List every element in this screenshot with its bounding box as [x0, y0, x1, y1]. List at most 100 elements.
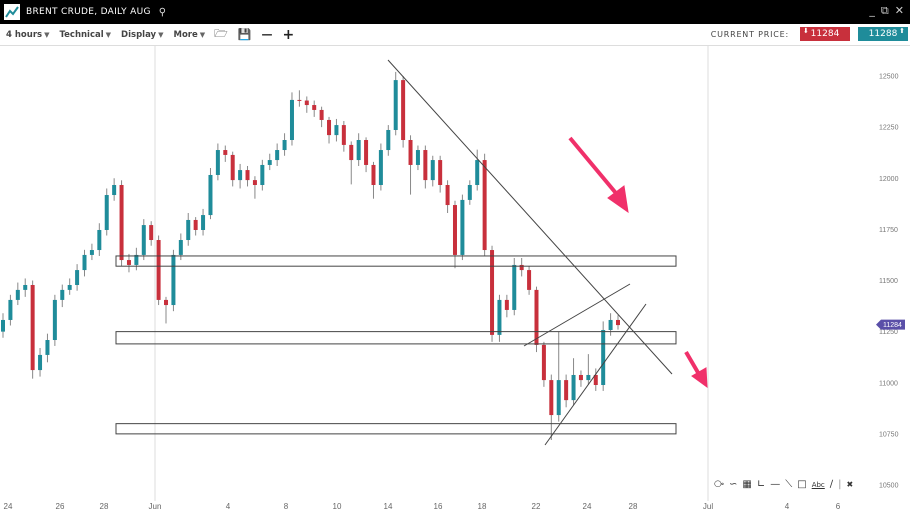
- candle: [289, 92, 294, 146]
- support-resistance-zone: [115, 331, 677, 345]
- folder-open-icon[interactable]: 🗁: [214, 27, 228, 40]
- technical-dropdown[interactable]: Technical ▼: [59, 30, 111, 40]
- candle: [201, 208, 206, 236]
- x-tick-label: 8: [284, 502, 289, 511]
- candle-body: [297, 99, 302, 101]
- annotation-arrow: [568, 136, 629, 214]
- title-bar: BRENT CRUDE, DAILY AUG ⚲ _ ⧉ ✕: [0, 0, 910, 24]
- zoom-out-icon[interactable]: —: [261, 28, 273, 41]
- candle-body: [408, 140, 413, 165]
- candle: [193, 217, 198, 236]
- y-tick-label: 11750: [879, 227, 898, 234]
- chevron-down-icon: ▼: [105, 30, 112, 39]
- candle-body: [134, 254, 139, 265]
- annotation-arrow: [684, 350, 708, 389]
- candle-body: [327, 119, 332, 136]
- curve-icon[interactable]: ∽: [729, 479, 738, 490]
- candle: [504, 294, 509, 318]
- candle-body: [512, 264, 517, 310]
- candle: [467, 180, 472, 205]
- candle-body: [67, 284, 72, 290]
- buy-price-button[interactable]: 11288 ⬆: [858, 27, 908, 41]
- current-price-label: CURRENT PRICE:: [710, 30, 789, 39]
- text-tool-icon[interactable]: Abc: [811, 480, 825, 489]
- save-icon[interactable]: 💾: [237, 28, 252, 41]
- candle-body: [52, 299, 57, 341]
- trend-line-icon[interactable]: ⟍: [785, 479, 793, 490]
- candle-body: [490, 250, 495, 335]
- candle: [378, 143, 383, 191]
- y-tick-label: 11000: [879, 380, 898, 387]
- candle-body: [193, 219, 198, 230]
- candle: [208, 168, 213, 220]
- candle-body: [141, 225, 146, 255]
- candle-body: [527, 270, 532, 290]
- close-icon[interactable]: ✕: [894, 4, 904, 17]
- candle-body: [252, 180, 257, 185]
- x-tick-label: 10: [333, 502, 342, 511]
- candle-body: [82, 254, 87, 271]
- candle: [386, 125, 391, 156]
- fibonacci-icon[interactable]: ▦: [742, 479, 752, 490]
- x-tick-label: 4: [226, 502, 231, 511]
- candle-body: [223, 150, 228, 155]
- candle: [593, 368, 598, 391]
- candle: [356, 133, 361, 166]
- line-icon[interactable]: ∕: [829, 479, 834, 490]
- fan-icon[interactable]: ∟: [756, 479, 766, 490]
- candle: [497, 294, 502, 342]
- y-tick-label: 10750: [879, 431, 899, 438]
- candle-body: [149, 225, 154, 241]
- candle-body: [430, 160, 435, 181]
- candle-body: [541, 344, 546, 381]
- candle: [230, 151, 235, 187]
- candle: [334, 118, 339, 142]
- wedge-upper-line[interactable]: [523, 283, 631, 347]
- candle-body: [282, 140, 287, 151]
- y-tick-label: 12500: [879, 74, 899, 81]
- popout-icon[interactable]: ⧉: [880, 4, 889, 17]
- x-tick-label: Jun: [149, 502, 162, 511]
- candle-body: [178, 240, 183, 255]
- sell-price-button[interactable]: ⬇ 11284: [800, 27, 850, 41]
- candle-body: [238, 170, 243, 181]
- display-dropdown[interactable]: Display ▼: [121, 30, 163, 40]
- candle-body: [275, 150, 280, 161]
- candle: [82, 249, 87, 277]
- candle-body: [75, 270, 80, 285]
- candle: [149, 221, 154, 246]
- pointer-icon[interactable]: ⧂: [714, 479, 724, 490]
- search-icon[interactable]: ⚲: [158, 6, 167, 18]
- sell-price: 11284: [810, 29, 840, 39]
- candle-body: [164, 299, 169, 306]
- candle-body: [386, 129, 391, 151]
- candle-body: [156, 240, 161, 300]
- candle: [1, 313, 5, 338]
- chart-title: BRENT CRUDE, DAILY AUG: [26, 7, 151, 17]
- delete-icon[interactable]: ✖: [846, 480, 854, 489]
- minimize-icon[interactable]: _: [869, 4, 875, 17]
- candle-body: [319, 109, 324, 120]
- candle: [252, 176, 257, 199]
- candle-body: [23, 284, 28, 290]
- descending-trendline[interactable]: [387, 59, 673, 375]
- more-dropdown[interactable]: More ▼: [173, 30, 205, 40]
- horizontal-line-icon[interactable]: —: [770, 479, 781, 490]
- candle: [267, 153, 272, 171]
- candle: [341, 120, 346, 152]
- candle: [297, 90, 302, 107]
- interval-dropdown[interactable]: 4 hours ▼: [6, 30, 49, 40]
- candle-body: [364, 140, 369, 165]
- candle-body: [586, 374, 591, 381]
- candle-body: [608, 319, 613, 330]
- candle: [556, 331, 561, 422]
- price-chart[interactable]: 12500 12250 12000 11750 11500 11250 11000 10750…: [0, 46, 910, 515]
- rectangle-icon[interactable]: □: [797, 479, 807, 490]
- candle-body: [401, 80, 406, 141]
- support-resistance-zone: [115, 423, 677, 435]
- wedge-lower-line[interactable]: [544, 303, 647, 446]
- interval-label: 4 hours: [6, 29, 43, 40]
- zoom-in-icon[interactable]: +: [282, 26, 295, 43]
- candle: [541, 341, 546, 387]
- candle: [60, 284, 65, 308]
